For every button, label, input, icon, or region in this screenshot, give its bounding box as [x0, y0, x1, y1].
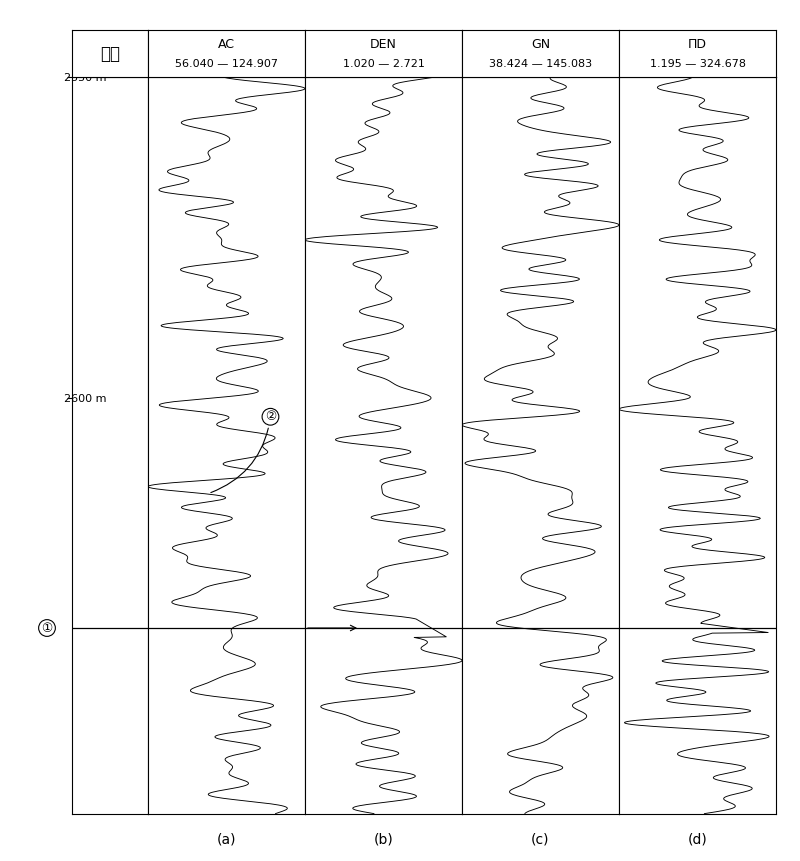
Text: 深度: 深度: [100, 45, 120, 63]
Text: DEN: DEN: [370, 38, 397, 51]
Text: 1.020 — 2.721: 1.020 — 2.721: [342, 59, 425, 69]
Text: 1.195 — 324.678: 1.195 — 324.678: [650, 59, 746, 69]
Text: ①: ①: [42, 622, 53, 635]
Text: GN: GN: [531, 38, 550, 51]
Text: (c): (c): [531, 832, 550, 846]
Text: 38.424 — 145.083: 38.424 — 145.083: [489, 59, 592, 69]
Text: ПD: ПD: [688, 38, 707, 51]
Text: (a): (a): [217, 832, 236, 846]
Text: (b): (b): [374, 832, 394, 846]
Text: 56.040 — 124.907: 56.040 — 124.907: [175, 59, 278, 69]
Text: (d): (d): [688, 832, 707, 846]
Text: ②: ②: [211, 410, 276, 492]
Text: AC: AC: [218, 38, 235, 51]
